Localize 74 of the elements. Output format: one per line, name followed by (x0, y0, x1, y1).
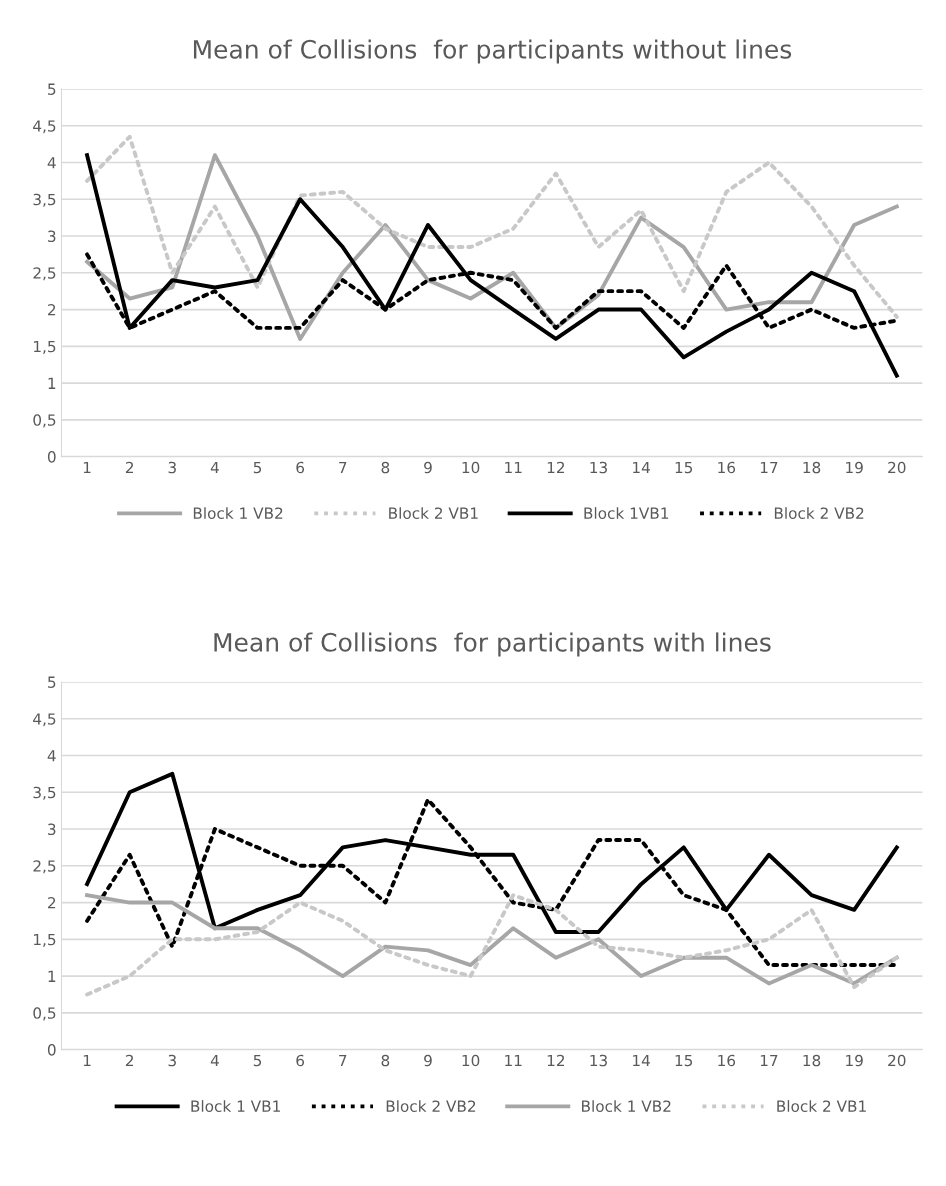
legend-label: Block 2 VB1 (777, 1100, 866, 1112)
x-tick-label: 5 (253, 1054, 262, 1067)
x-tick-label: 7 (339, 461, 347, 474)
x-tick-label: 19 (846, 1054, 863, 1067)
chart-title: Mean of Collisions for participants with lines (214, 632, 771, 657)
y-tick-label: 1 (48, 377, 56, 389)
x-tick-label: 4 (210, 1054, 219, 1067)
x-tick-label: 20 (888, 461, 906, 474)
x-tick-label: 6 (296, 1054, 305, 1067)
y-tick-label: 2 (48, 897, 56, 909)
x-tick-label: 17 (760, 1054, 778, 1067)
x-tick-label: 11 (505, 461, 522, 474)
legend-label: Block 1 VB2 (193, 507, 283, 519)
x-tick-label: 20 (888, 1054, 906, 1067)
x-tick-label: 4 (210, 461, 219, 474)
line-series (85, 134, 899, 319)
y-tick-label: 5 (48, 676, 56, 688)
x-tick-label: 19 (846, 461, 863, 474)
y-tick-label: 3,5 (33, 193, 56, 207)
x-tick-label: 12 (547, 461, 565, 474)
x-tick-label: 2 (125, 1054, 134, 1067)
x-tick-label: 10 (462, 1054, 480, 1067)
x-tick-label: 8 (381, 461, 390, 474)
y-tick-label: 4,5 (33, 120, 56, 134)
y-tick-label: 4 (47, 750, 56, 762)
x-tick-label: 2 (125, 461, 134, 474)
x-tick-label: 6 (296, 461, 305, 474)
x-tick-label: 16 (718, 1054, 736, 1067)
legend-label: Block 1 VB1 (191, 1100, 280, 1112)
legend-label: Block 1 VB2 (582, 1100, 671, 1112)
legend-label: Block 1VB1 (584, 507, 669, 519)
x-tick-label: 7 (339, 1054, 347, 1067)
x-tick-label: 8 (381, 1054, 390, 1067)
y-tick-label: 1,5 (34, 933, 56, 947)
y-tick-label: 2,5 (33, 860, 56, 874)
y-tick-label: 0,5 (33, 414, 56, 428)
x-tick-label: 15 (675, 461, 693, 474)
x-tick-label: 18 (803, 461, 821, 474)
y-tick-label: 0 (47, 1044, 56, 1056)
x-tick-label: 18 (803, 1054, 821, 1067)
legend-label: Block 2 VB2 (386, 1100, 476, 1112)
x-tick-label: 3 (168, 1054, 176, 1067)
y-tick-label: 3 (48, 230, 56, 243)
y-tick-label: 4,5 (33, 713, 56, 727)
x-tick-label: 12 (547, 1054, 565, 1067)
x-tick-label: 13 (590, 461, 607, 474)
y-tick-label: 2,5 (33, 267, 56, 281)
y-tick-label: 0 (47, 451, 56, 463)
x-tick-label: 14 (633, 461, 650, 474)
x-tick-label: 10 (462, 461, 480, 474)
legend-label: Block 2 VB2 (774, 507, 864, 519)
y-tick-label: 2 (48, 304, 56, 316)
x-tick-label: 1 (83, 1054, 91, 1067)
y-tick-label: 0,5 (33, 1007, 56, 1021)
line-series (85, 153, 899, 378)
x-tick-label: 11 (505, 1054, 522, 1067)
x-tick-label: 13 (590, 1054, 607, 1067)
y-tick-label: 5 (48, 83, 56, 95)
x-tick-label: 5 (253, 461, 262, 474)
legend-label: Block 2 VB1 (389, 507, 478, 519)
x-tick-label: 1 (83, 461, 91, 474)
y-tick-label: 3,5 (33, 786, 56, 800)
x-tick-label: 16 (718, 461, 736, 474)
y-tick-label: 4 (47, 157, 56, 169)
y-tick-label: 3 (48, 823, 56, 836)
x-tick-label: 9 (424, 461, 432, 474)
x-tick-label: 17 (760, 461, 778, 474)
x-tick-label: 3 (168, 461, 176, 474)
y-tick-label: 1,5 (34, 340, 56, 354)
y-tick-label: 1 (48, 970, 56, 982)
chart-title: Mean of Collisions for participants without lines (193, 39, 792, 64)
x-tick-label: 9 (424, 1054, 432, 1067)
x-tick-label: 15 (675, 1054, 693, 1067)
x-tick-label: 14 (633, 1054, 650, 1067)
